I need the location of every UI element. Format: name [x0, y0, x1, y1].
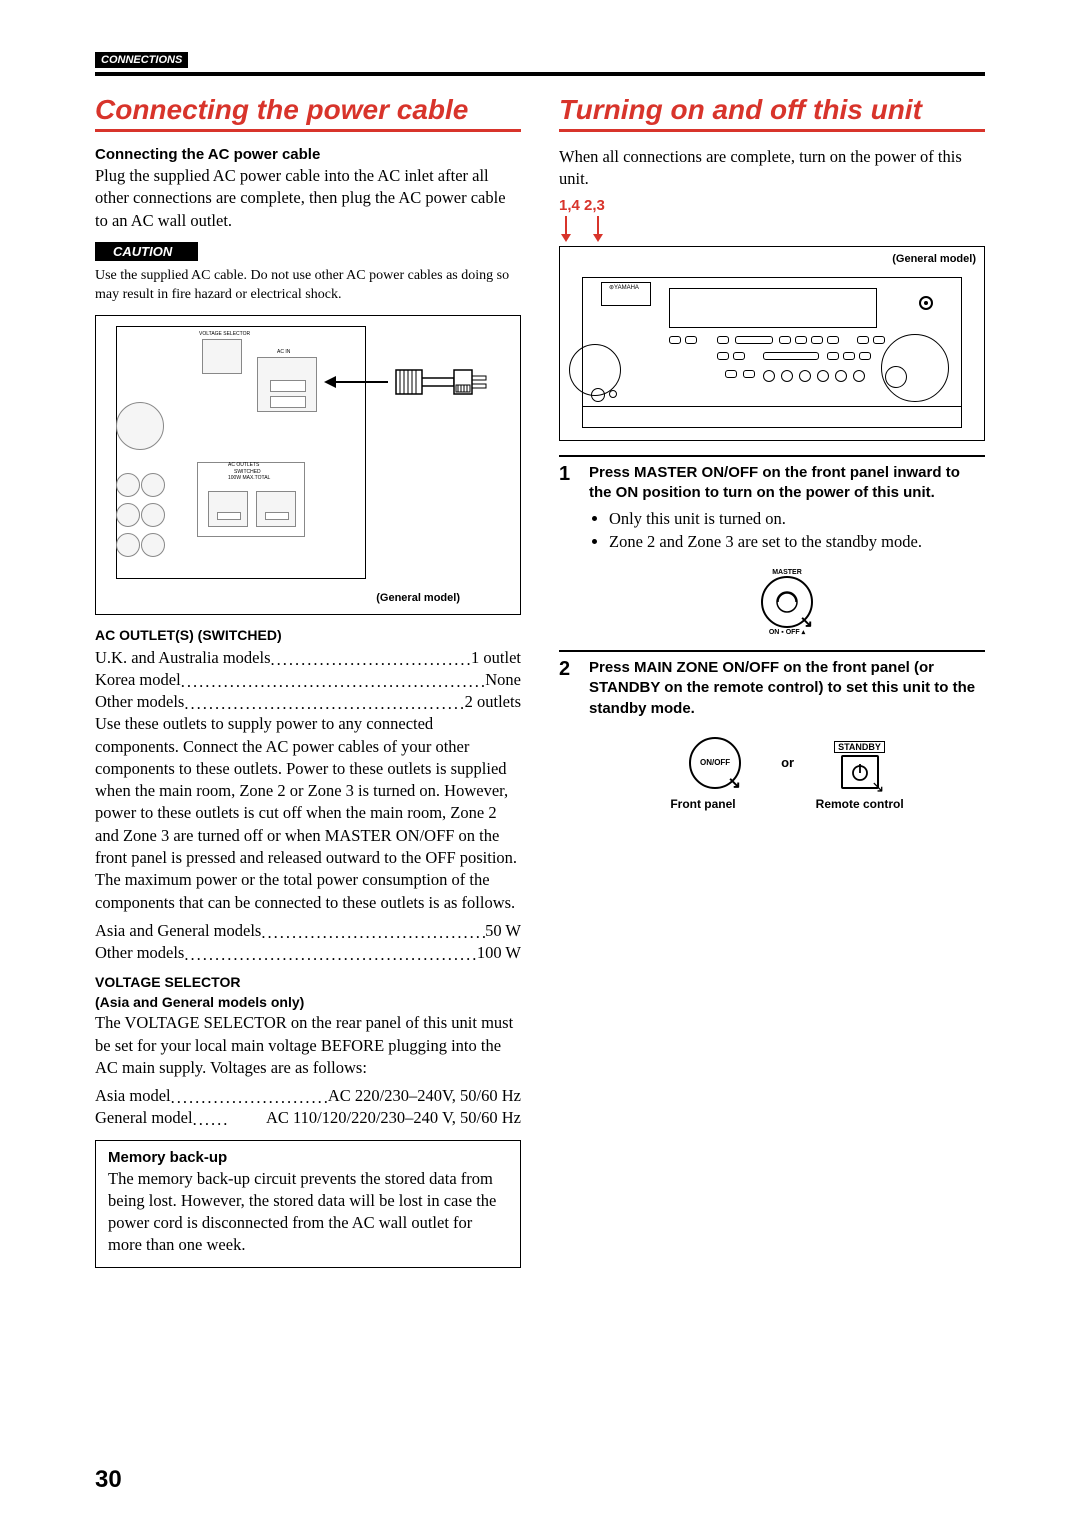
- step-2: 2 Press MAIN ZONE ON/OFF on the front pa…: [559, 650, 985, 811]
- outlet-row-value: 1 outlet: [471, 647, 521, 669]
- on-off-label: ON ▪ OFF ▴: [589, 628, 985, 636]
- standby-button-icon: ↘: [841, 755, 879, 789]
- list-item: Only this unit is turned on.: [609, 507, 985, 530]
- section-label: CONNECTIONS: [95, 52, 188, 68]
- ac-in-label: AC IN: [277, 349, 290, 355]
- caution-text: Use the supplied AC cable. Do not use ot…: [95, 267, 521, 305]
- status-indicator-icon: [919, 296, 933, 310]
- front-panel-caption: Front panel: [670, 797, 735, 811]
- memory-heading: Memory back-up: [108, 1149, 508, 1166]
- step-2-number: 2: [559, 658, 589, 811]
- step-1-heading: Press MASTER ON/OFF on the front panel i…: [589, 463, 985, 504]
- voltage-selector-icon: [202, 339, 242, 374]
- voltage-selector-para: The VOLTAGE SELECTOR on the rear panel o…: [95, 1012, 521, 1079]
- left-p1: Plug the supplied AC power cable into th…: [95, 165, 521, 232]
- unit-diagram-label: (General model): [892, 253, 976, 265]
- outlet-row: Korea model ............................…: [95, 669, 521, 691]
- header-rule: [95, 72, 985, 76]
- front-panel-outline: ⊛YAMAHA: [582, 277, 962, 407]
- vs-row: General model ...... AC 110/120/220/230–…: [95, 1107, 521, 1129]
- standby-label: STANDBY: [834, 741, 885, 753]
- caution-label: CAUTION: [95, 242, 198, 261]
- speaker-terminal-icon: [116, 402, 164, 450]
- outlets-heading: AC OUTLET(S) (SWITCHED): [95, 627, 521, 643]
- step-indicator: 1,4 2,3: [559, 197, 985, 214]
- ac-inlet-icon: [257, 357, 317, 412]
- or-label: or: [781, 755, 794, 770]
- right-title: Turning on and off this unit: [559, 94, 985, 132]
- step-1: 1 Press MASTER ON/OFF on the front panel…: [559, 455, 985, 637]
- power-row: Asia and General models ................…: [95, 920, 521, 942]
- outlet-row-label: U.K. and Australia models: [95, 647, 271, 669]
- diagram-model-label: (General model): [376, 592, 460, 604]
- left-column: Connecting the power cable Connecting th…: [95, 94, 521, 1268]
- master-label: MASTER: [589, 569, 985, 576]
- ac-outlets-icon: AC OUTLETS SWITCHED 100W MAX.TOTAL: [197, 462, 305, 537]
- rear-panel-outline: VOLTAGE SELECTOR AC IN: [116, 326, 366, 579]
- master-switch-figure: MASTER ↘ ON ▪ OFF ▴: [589, 569, 985, 636]
- step-1-number: 1: [559, 463, 589, 637]
- front-panel-diagram: (General model) ⊛YAMAHA: [559, 246, 985, 441]
- step-2-figure: ON/OFF ↘ or STANDBY ↘: [589, 737, 985, 789]
- outlets-paragraph: Use these outlets to supply power to any…: [95, 713, 521, 913]
- down-arrow-icon: [559, 216, 573, 242]
- onoff-button-icon: ON/OFF ↘: [689, 737, 741, 789]
- power-plug-icon: [394, 360, 509, 404]
- rear-panel-diagram: VOLTAGE SELECTOR AC IN: [95, 315, 521, 615]
- power-row: Other models ...........................…: [95, 942, 521, 964]
- two-column-layout: Connecting the power cable Connecting th…: [95, 94, 985, 1268]
- voltage-selector-sub: (Asia and General models only): [95, 994, 521, 1010]
- memory-text: The memory back-up circuit prevents the …: [108, 1168, 508, 1257]
- vs-row: Asia model ........................... A…: [95, 1085, 521, 1107]
- right-intro: When all connections are complete, turn …: [559, 146, 985, 191]
- outlet-row: U.K. and Australia models ..............…: [95, 647, 521, 669]
- list-item: Zone 2 and Zone 3 are set to the standby…: [609, 530, 985, 553]
- step-2-heading: Press MAIN ZONE ON/OFF on the front pane…: [589, 658, 985, 719]
- display-area-icon: [669, 288, 877, 328]
- voltage-selector-heading: VOLTAGE SELECTOR: [95, 974, 521, 990]
- left-title: Connecting the power cable: [95, 94, 521, 132]
- page-number: 30: [95, 1466, 122, 1494]
- header-bar: CONNECTIONS: [95, 50, 985, 76]
- voltage-selector-label: VOLTAGE SELECTOR: [199, 331, 250, 337]
- right-column: Turning on and off this unit When all co…: [559, 94, 985, 1268]
- down-arrow-icon: [591, 216, 605, 242]
- arrow-icon: [322, 372, 392, 392]
- outlet-row: Other models ...........................…: [95, 691, 521, 713]
- figure-captions: Front panel Remote control: [589, 797, 985, 811]
- memory-backup-box: Memory back-up The memory back-up circui…: [95, 1140, 521, 1268]
- remote-caption: Remote control: [816, 797, 904, 811]
- left-subheading-1: Connecting the AC power cable: [95, 146, 521, 163]
- front-buttons-icon: [669, 336, 866, 392]
- master-switch-icon: ↘: [761, 576, 813, 628]
- terminal-small-icon: [116, 473, 140, 497]
- step-1-bullets: Only this unit is turned on. Zone 2 and …: [589, 507, 985, 553]
